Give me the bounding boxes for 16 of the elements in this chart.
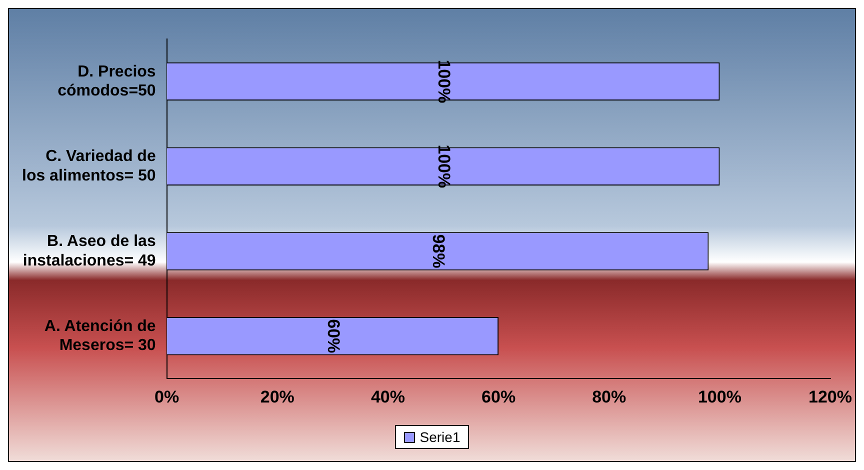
y-tick-label: A. Atención de Meseros= 30 [44,318,156,354]
x-tick-label: 60% [482,387,516,406]
data-label: 100% [434,60,454,104]
y-tick-label: D. Precios cómodos=50 [58,63,156,100]
x-tick-label: 100% [698,387,742,406]
data-label: 98% [429,234,448,268]
x-tick-label: 40% [370,387,405,406]
y-tick-label: B. Aseo de las instalaciones= 49 [22,233,156,270]
x-tick-label: 20% [260,387,294,406]
x-tick-label: 120% [808,387,852,406]
text: Serie1 [420,429,460,445]
y-tick-label: C. Variedad de los alimentos= 50 [22,148,156,184]
x-tick-label: 0% [154,387,180,406]
data-label: 60% [324,319,344,354]
x-tick-label: 80% [592,387,626,406]
data-label: 100% [434,144,454,188]
